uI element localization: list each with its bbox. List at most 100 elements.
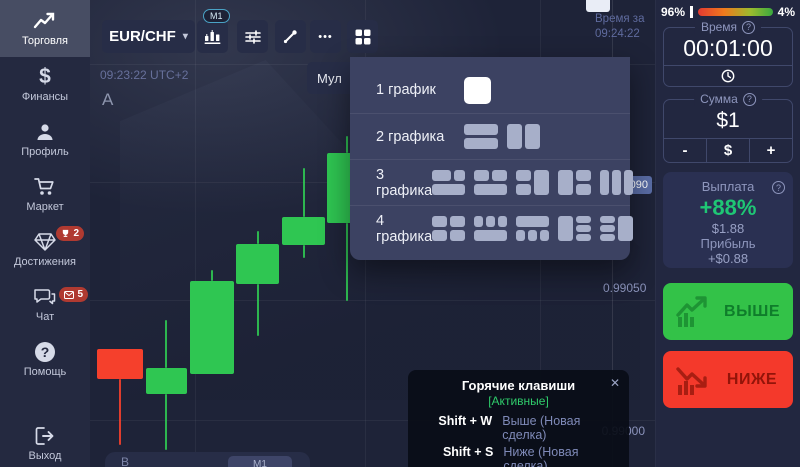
sidebar-item-finance[interactable]: $ Финансы: [0, 57, 90, 112]
time-box: Время ? 00:01:00: [663, 20, 793, 87]
trade-panel: 96% 4% Время ? 00:01:00 Сумма ? $1 - $ +…: [655, 0, 800, 467]
payout-amount: $1.88: [711, 221, 745, 236]
amount-box: Сумма ? $1 - $ +: [663, 92, 793, 163]
sidebar-item-logout[interactable]: Выход: [0, 419, 90, 467]
bottom-toolbar-fragment: B M1: [105, 452, 310, 467]
layout-3-columns-icon[interactable]: [600, 170, 634, 195]
chart-annotation-letter: A: [102, 90, 114, 109]
chart-line-icon: [33, 10, 57, 32]
sidebar-item-trade[interactable]: Торговля: [0, 0, 90, 57]
chevron-down-icon: ▾: [182, 31, 188, 42]
sidebar: Торговля $ Финансы Профиль Маркет Достиж…: [0, 0, 90, 467]
layout-1-full-icon[interactable]: [464, 76, 491, 104]
sidebar-item-achievements[interactable]: Достижения 2: [0, 222, 90, 277]
gridline: [195, 0, 196, 467]
expiry-time-label: Время за 09:24:22: [595, 13, 645, 40]
sentiment-marker: [690, 6, 694, 18]
hotkey-action: Ниже (Новая сделка): [503, 445, 579, 467]
amount-currency-button[interactable]: $: [706, 139, 749, 162]
more-options-button[interactable]: •••: [310, 20, 341, 53]
timeframe-badge: M1: [203, 9, 230, 23]
layout-4-left1-right3-icon[interactable]: [558, 216, 592, 241]
trade-amount-value[interactable]: $1: [716, 109, 740, 132]
hotkey-keys: Shift + W: [438, 414, 493, 428]
help-icon: ?: [35, 341, 55, 363]
higher-button[interactable]: ВЫШЕ: [663, 283, 793, 340]
amount-box-label: Сумма ?: [694, 92, 762, 106]
chart-layout-menu: 1 график 2 графика 3 графика: [350, 57, 634, 260]
bottom-timeframe-button[interactable]: M1: [228, 456, 292, 467]
sidebar-item-profile[interactable]: Профиль: [0, 112, 90, 167]
sidebar-item-market[interactable]: Маркет: [0, 167, 90, 222]
trade-time-value[interactable]: 00:01:00: [683, 35, 773, 61]
layout-3-top2-bottom1-icon[interactable]: [432, 170, 466, 195]
layout-row-label: 2 графика: [376, 128, 445, 145]
time-box-label: Время ?: [694, 20, 762, 34]
layout-2-horizontal-icon[interactable]: [464, 124, 498, 149]
sidebar-spacer: [0, 387, 90, 419]
layout-3-left1-right2-icon[interactable]: [558, 170, 592, 195]
chart-clock: 09:23:22 UTC+2: [100, 68, 189, 82]
trophy-icon: [63, 229, 69, 237]
layout-4-left3-right1-icon[interactable]: [600, 216, 634, 241]
layout-menu-row-3: 3 графика: [350, 159, 634, 205]
multiplier-button[interactable]: Мул: [307, 62, 350, 94]
sidebar-item-chat[interactable]: Чат 5: [0, 277, 90, 332]
drawing-tools-button[interactable]: [275, 20, 306, 53]
sidebar-item-label: Профиль: [21, 146, 69, 158]
clock-icon: [721, 69, 735, 83]
sidebar-item-label: Торговля: [22, 35, 68, 47]
indicators-button[interactable]: [237, 20, 268, 53]
achievements-badge: 2: [56, 226, 84, 241]
sidebar-item-label: Чат: [35, 311, 55, 323]
time-mode-toggle[interactable]: [664, 65, 792, 86]
sentiment-bull-percent: 96%: [661, 5, 686, 19]
layout-2-vertical-icon[interactable]: [507, 124, 540, 149]
amount-increase-button[interactable]: +: [749, 139, 792, 162]
candlestick-icon: [204, 29, 221, 44]
mail-icon: [64, 290, 75, 299]
user-icon: [35, 121, 55, 143]
layout-4-grid-icon[interactable]: [432, 216, 466, 241]
chart-type-button[interactable]: [197, 20, 228, 53]
layout-3-left2-right1-icon[interactable]: [516, 170, 550, 195]
hotkey-row: Shift + S Ниже (Новая сделка): [418, 445, 619, 467]
layout-3-top2eq-bottom1-icon[interactable]: [474, 170, 508, 195]
dollar-icon: $: [39, 65, 51, 88]
profit-value: +$0.88: [707, 251, 749, 266]
gridline: [90, 300, 655, 301]
close-icon[interactable]: ✕: [609, 376, 620, 390]
trend-down-icon: [676, 366, 707, 395]
hotkeys-status: [Активные]: [488, 394, 549, 408]
sentiment-bear-percent: 4%: [777, 5, 795, 19]
profit-label: Прибыль: [700, 236, 756, 251]
more-dots-icon: •••: [318, 30, 333, 43]
layout-menu-row-4: 4 графика: [350, 205, 634, 251]
help-question-icon[interactable]: ?: [742, 20, 756, 34]
layout-menu-row-1: 1 график: [350, 67, 630, 113]
layout-4-top3-bottom1-icon[interactable]: [474, 216, 508, 241]
sidebar-item-help[interactable]: ? Помощь: [0, 332, 90, 387]
sentiment-bar: [698, 8, 773, 16]
expiry-flag-fragment: [586, 0, 610, 12]
lower-button-label: НИЖЕ: [726, 370, 778, 388]
help-question-icon[interactable]: ?: [772, 181, 785, 194]
help-question-icon[interactable]: ?: [742, 92, 756, 106]
asset-pair-selector[interactable]: EUR/CHF ▾: [102, 20, 195, 53]
layout-row-label: 3 графика: [376, 166, 433, 199]
diamond-icon: [33, 231, 57, 253]
lower-button[interactable]: НИЖЕ: [663, 351, 793, 408]
hotkeys-title: Горячие клавиши: [461, 378, 576, 393]
sidebar-item-label: Маркет: [26, 201, 64, 213]
layout-row-label: 4 графика: [376, 212, 433, 245]
layout-4-top1-bottom3-icon[interactable]: [516, 216, 550, 241]
higher-button-label: ВЫШЕ: [724, 302, 780, 320]
grid-layout-button[interactable]: [347, 20, 378, 53]
grid-icon: [355, 29, 370, 44]
payout-label: Выплата: [701, 179, 755, 194]
hotkey-row: Shift + W Выше (Новая сделка): [418, 414, 619, 442]
amount-decrease-button[interactable]: -: [682, 142, 688, 159]
price-axis-label: 0.99050: [603, 281, 647, 295]
sidebar-item-label: Финансы: [21, 91, 69, 103]
payout-box: Выплата ? +88% $1.88 Прибыль +$0.88: [663, 172, 793, 268]
